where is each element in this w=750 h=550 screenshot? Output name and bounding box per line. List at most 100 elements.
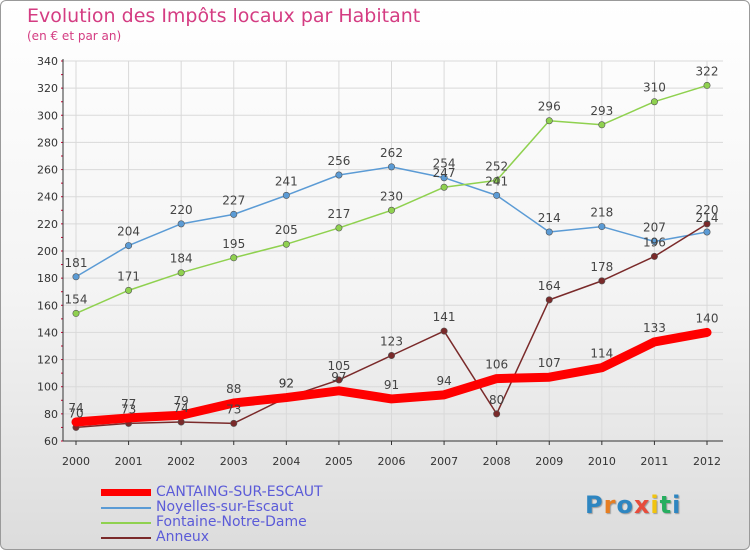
series-point [387, 206, 395, 214]
series-point [177, 269, 185, 277]
y-tick-label: 100 [37, 381, 58, 394]
data-label: 80 [489, 393, 504, 407]
data-label: 164 [538, 279, 561, 293]
series-point [493, 410, 501, 418]
data-label: 207 [643, 221, 666, 235]
data-label: 92 [279, 377, 294, 391]
series-point [493, 191, 501, 199]
logo-letter: i [650, 491, 660, 519]
data-label: 77 [121, 397, 136, 411]
data-label: 214 [696, 211, 719, 225]
x-tick-label: 2006 [378, 455, 406, 468]
data-label: 73 [121, 402, 136, 416]
proxiti-logo: Proxiti [585, 491, 681, 519]
data-label: 241 [275, 174, 298, 188]
data-label: 107 [538, 356, 561, 370]
y-tick-label: 220 [37, 218, 58, 231]
data-label: 204 [117, 225, 140, 239]
line-chart: 60 80 100 120 140 160 180 200 220 240 260 280 300 320… [37, 55, 723, 468]
series-point [545, 117, 553, 125]
y-tick-label: 320 [37, 82, 58, 95]
y-tick-label: 80 [44, 408, 58, 421]
data-label: 92 [279, 377, 294, 391]
x-tick-label: 2008 [483, 455, 511, 468]
data-label: 195 [222, 237, 245, 251]
series-point [650, 98, 658, 106]
series-point [387, 163, 395, 171]
data-label: 184 [170, 252, 193, 266]
x-tick-label: 2009 [535, 455, 563, 468]
legend-swatch-noyelles [101, 507, 151, 509]
logo-letter: i [672, 491, 682, 519]
data-label: 105 [327, 359, 350, 373]
logo-letter: o [616, 491, 634, 519]
series-point [703, 228, 711, 236]
series-point [650, 252, 658, 260]
x-tick-label: 2004 [272, 455, 300, 468]
y-tick-label: 180 [37, 272, 58, 285]
x-tick-label: 2010 [588, 455, 616, 468]
data-label: 97 [331, 370, 346, 384]
data-label: 94 [436, 374, 451, 388]
x-tick-label: 2003 [220, 455, 248, 468]
y-tick-label: 140 [37, 326, 58, 339]
legend-swatch-cantaing [101, 489, 151, 496]
logo-letter: t [659, 491, 673, 519]
data-label: 254 [433, 157, 456, 171]
legend-swatch-fontaine [101, 522, 151, 524]
data-label: 322 [696, 64, 719, 78]
y-tick-label: 120 [37, 354, 58, 367]
series-point [545, 228, 553, 236]
x-tick-label: 2001 [115, 455, 143, 468]
data-label: 123 [380, 335, 403, 349]
legend-label-cantaing: CANTAING-SUR-ESCAUT [156, 484, 323, 500]
legend-label-noyelles: Noyelles-sur-Escaut [156, 499, 294, 515]
data-label: 141 [433, 310, 456, 324]
data-label: 293 [590, 104, 613, 118]
series-point [545, 296, 553, 304]
series-point [177, 220, 185, 228]
data-label: 217 [327, 207, 350, 221]
data-label: 181 [65, 256, 88, 270]
series-point [703, 81, 711, 89]
series-point [440, 327, 448, 335]
series-point [335, 376, 343, 384]
logo-letter: x [633, 491, 651, 519]
data-label: 154 [65, 292, 88, 306]
series-point [72, 309, 80, 317]
data-label: 74 [68, 401, 83, 415]
data-label: 256 [327, 154, 350, 168]
data-label: 205 [275, 223, 298, 237]
y-tick-label: 260 [37, 164, 58, 177]
y-tick-label: 300 [37, 109, 58, 122]
series-point [125, 286, 133, 294]
legend-label-anneux: Anneux [156, 529, 210, 545]
data-label: 70 [68, 406, 83, 420]
data-label: 247 [433, 166, 456, 180]
x-tick-label: 2005 [325, 455, 353, 468]
x-tick-label: 2002 [167, 455, 195, 468]
series-point [72, 273, 80, 281]
data-label: 218 [590, 206, 613, 220]
series-point [387, 351, 395, 359]
x-tick-label: 2012 [693, 455, 721, 468]
series-point [598, 223, 606, 231]
series-point [125, 242, 133, 250]
series-point [230, 254, 238, 262]
data-label: 114 [590, 347, 613, 361]
y-tick-label: 160 [37, 299, 58, 312]
series-point [282, 191, 290, 199]
series-point [598, 277, 606, 285]
y-tick-label: 60 [44, 435, 58, 448]
y-tick-label: 200 [37, 245, 58, 258]
series-point [598, 121, 606, 129]
data-label: 74 [174, 401, 189, 415]
logo-letter: P [585, 491, 604, 519]
data-label: 106 [485, 358, 508, 372]
y-tick-label: 240 [37, 191, 58, 204]
data-label: 140 [696, 311, 719, 325]
data-label: 252 [485, 159, 508, 173]
series-point [703, 220, 711, 228]
x-tick-label: 2000 [62, 455, 90, 468]
